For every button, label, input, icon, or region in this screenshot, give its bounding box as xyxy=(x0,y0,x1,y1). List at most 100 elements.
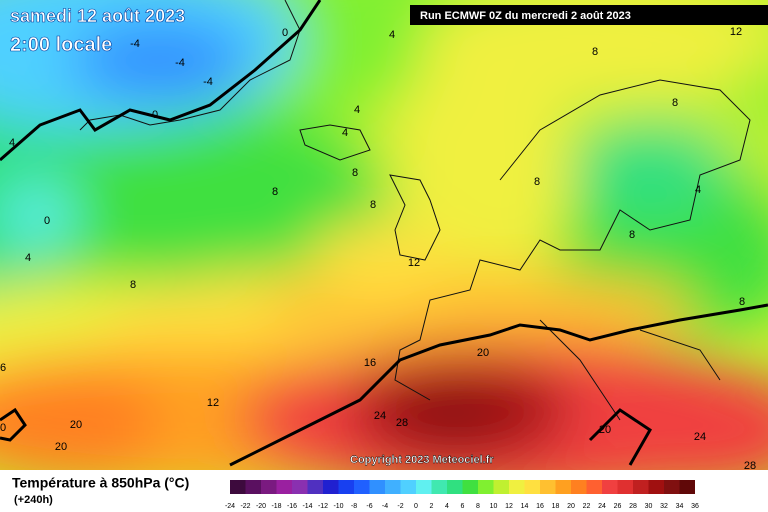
scale-tick-label: -8 xyxy=(351,503,357,510)
color-bin xyxy=(462,480,478,494)
color-bin xyxy=(369,480,385,494)
scale-tick-label: 28 xyxy=(629,503,637,510)
contour-label: 20 xyxy=(477,347,489,359)
contour-label: 28 xyxy=(744,460,756,472)
contour-label: 8 xyxy=(739,296,745,308)
contour-labels: 40-4-4-40 4488840481288884812162012242820… xyxy=(0,26,756,472)
contour-label: 4 xyxy=(9,137,15,149)
color-bin xyxy=(416,480,432,494)
scale-tick-label: 34 xyxy=(676,503,684,510)
contour-label: 0 xyxy=(44,215,50,227)
color-bin xyxy=(261,480,277,494)
temperature-zone xyxy=(0,185,80,245)
scale-tick-label: -22 xyxy=(240,503,250,510)
scale-tick-label: -4 xyxy=(382,503,388,510)
scale-tick-label: -18 xyxy=(271,503,281,510)
scale-tick-label: -10 xyxy=(333,503,343,510)
contour-label: 8 xyxy=(629,229,635,241)
map-subtitle: 2:00 locale xyxy=(10,34,112,56)
temperature-zone xyxy=(400,395,500,445)
scale-tick-label: 16 xyxy=(536,503,544,510)
color-bin xyxy=(431,480,447,494)
scale-tick-label: 14 xyxy=(521,503,529,510)
color-bin xyxy=(385,480,401,494)
color-bin xyxy=(292,480,308,494)
contour-label: 4 xyxy=(342,127,348,139)
color-bin xyxy=(555,480,571,494)
contour-label: 8 xyxy=(272,186,278,198)
contour-label: 12 xyxy=(207,397,219,409)
contour-label: -4 xyxy=(130,38,140,50)
scale-tick-label: 18 xyxy=(552,503,560,510)
contour-label: 20 xyxy=(599,424,611,436)
contour-label: 4 xyxy=(695,184,701,196)
color-bin xyxy=(478,480,494,494)
contour-label: 4 xyxy=(354,104,360,116)
color-bin xyxy=(276,480,292,494)
temperature-zone xyxy=(580,370,768,470)
color-bin xyxy=(571,480,587,494)
contour-label: 8 xyxy=(370,199,376,211)
contour-label: 0 xyxy=(0,422,6,434)
scale-tick-label: 32 xyxy=(660,503,668,510)
temperature-zone xyxy=(310,220,450,300)
run-banner xyxy=(410,5,768,25)
scale-tick-label: -6 xyxy=(366,503,372,510)
contour-label: 6 xyxy=(0,362,6,374)
color-bin xyxy=(664,480,680,494)
contour-label: 8 xyxy=(534,176,540,188)
color-bin xyxy=(245,480,261,494)
temperature-zone xyxy=(70,20,250,100)
color-bin xyxy=(586,480,602,494)
copyright: Copyright 2023 Meteociel.fr xyxy=(350,454,494,466)
run-info: Run ECMWF 0Z du mercredi 2 août 2023 xyxy=(420,10,631,22)
scale-tick-label: -14 xyxy=(302,503,312,510)
color-scale: -24 -22 -20 -18 -16 -14 -12 -10 -8 -6 -4 -2 0 2 4 6 8 10 1… xyxy=(225,480,699,510)
color-bin xyxy=(633,480,649,494)
temperature-zone xyxy=(0,360,160,470)
scale-tick-label: -16 xyxy=(287,503,297,510)
contour-label: 24 xyxy=(694,431,706,443)
map xyxy=(0,0,768,470)
scale-tick-label: -20 xyxy=(256,503,266,510)
color-bin xyxy=(617,480,633,494)
scale-tick-label: 0 xyxy=(414,503,418,510)
contour-label: 24 xyxy=(374,410,386,422)
contour-label: -4 xyxy=(175,57,185,69)
contour-label: 28 xyxy=(396,417,408,429)
color-bin xyxy=(354,480,370,494)
bold-contours xyxy=(0,0,768,467)
scale-tick-label: 20 xyxy=(567,503,575,510)
contour-label: 8 xyxy=(130,279,136,291)
scale-tick-label: 36 xyxy=(691,503,699,510)
contour-label: 0 xyxy=(282,27,288,39)
temperature-zone xyxy=(570,120,730,220)
contour-label: 4 xyxy=(25,252,31,264)
contour-label: 8 xyxy=(672,97,678,109)
color-bin xyxy=(323,480,339,494)
contour-label: 0 xyxy=(152,109,158,121)
temperature-field xyxy=(0,0,768,470)
contour-label: 8 xyxy=(592,46,598,58)
color-bin xyxy=(338,480,354,494)
color-bin xyxy=(602,480,618,494)
color-bin xyxy=(509,480,525,494)
scale-tick-label: -24 xyxy=(225,503,235,510)
scale-tick-label: 8 xyxy=(476,503,480,510)
contour-label: 20 xyxy=(70,419,82,431)
contour-label: 4 xyxy=(389,29,395,41)
contour-label: 8 xyxy=(352,167,358,179)
scale-tick-label: 30 xyxy=(645,503,653,510)
color-bin xyxy=(307,480,323,494)
legend-title: Température à 850hPa (°C) xyxy=(12,475,189,491)
legend-subtitle: (+240h) xyxy=(14,494,53,506)
contour-label: 16 xyxy=(364,357,376,369)
color-bin xyxy=(648,480,664,494)
scale-tick-label: 2 xyxy=(430,503,434,510)
scale-tick-label: 10 xyxy=(490,503,498,510)
color-bin xyxy=(524,480,540,494)
color-bin xyxy=(230,480,246,494)
color-bin xyxy=(540,480,556,494)
color-bin xyxy=(400,480,416,494)
color-bin xyxy=(493,480,509,494)
